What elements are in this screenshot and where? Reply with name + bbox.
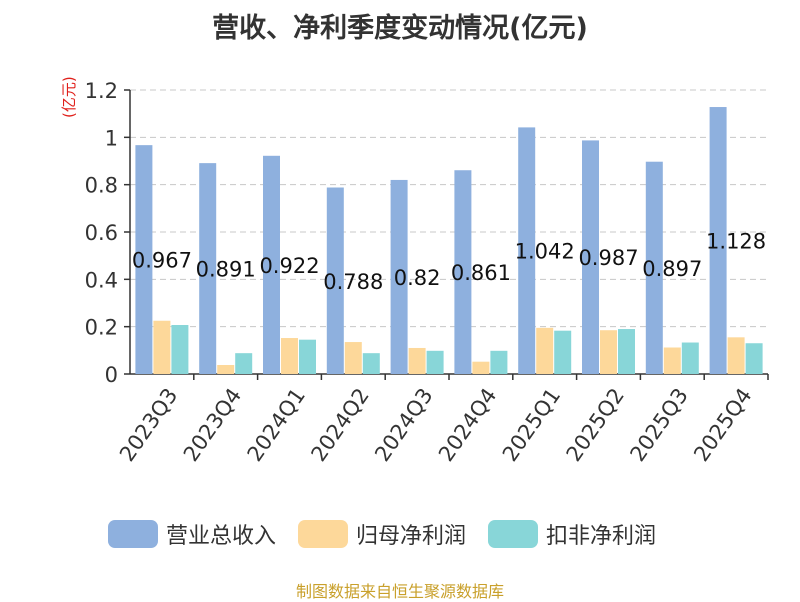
data-label: 0.891 — [196, 258, 256, 282]
bar-net-profit — [600, 330, 617, 374]
bar-revenue — [582, 140, 599, 374]
bar-deducted-profit — [554, 330, 572, 374]
data-label: 0.788 — [323, 270, 383, 294]
data-label: 0.967 — [132, 249, 192, 273]
legend-item-net-profit[interactable]: 归母净利润 — [298, 518, 466, 550]
bar-deducted-profit — [299, 339, 316, 374]
legend-item-deducted-profit[interactable]: 扣非净利润 — [488, 518, 656, 550]
legend-label-deducted-profit: 扣非净利润 — [546, 524, 657, 549]
bar-revenue — [454, 170, 472, 374]
y-tick-label: 0 — [105, 363, 118, 387]
x-tick-label: 2025Q4 — [689, 384, 756, 466]
bar-net-profit — [536, 327, 554, 374]
y-tick-label: 0.8 — [85, 174, 118, 198]
bar-deducted-profit — [235, 353, 253, 374]
x-tick-label: 2025Q1 — [498, 384, 565, 466]
data-label: 0.987 — [578, 246, 638, 270]
legend-swatch-net-profit — [298, 520, 349, 548]
bar-deducted-profit — [681, 342, 699, 374]
bar-net-profit — [344, 342, 362, 374]
bar-deducted-profit — [618, 329, 635, 374]
bar-revenue — [518, 127, 536, 374]
x-tick-label: 2025Q2 — [562, 384, 629, 466]
x-tick-label: 2024Q1 — [243, 384, 310, 466]
y-tick-label: 0.2 — [85, 316, 118, 340]
y-tick-label: 0.6 — [85, 221, 118, 245]
bar-revenue — [390, 179, 408, 374]
bar-revenue — [326, 187, 344, 374]
legend-label-revenue: 营业总收入 — [166, 524, 277, 549]
bar-deducted-profit — [362, 353, 380, 374]
bar-deducted-profit — [490, 350, 508, 374]
legend-swatch-revenue — [108, 520, 158, 548]
bar-revenue — [135, 145, 153, 374]
y-tick-label: 1 — [105, 126, 118, 150]
bar-net-profit — [153, 320, 171, 374]
x-tick-label: 2024Q2 — [306, 384, 373, 466]
bar-net-profit — [472, 361, 490, 374]
data-label: 0.861 — [451, 261, 511, 285]
bar-net-profit — [408, 347, 426, 374]
x-tick-label: 2024Q4 — [434, 384, 501, 466]
chart-title: 营收、净利季度变动情况(亿元) — [212, 13, 588, 44]
legend-label-net-profit: 归母净利润 — [356, 524, 467, 549]
x-tick-label: 2023Q3 — [115, 384, 182, 466]
chart-legend: 营业总收入 归母净利润 扣非净利润 — [108, 518, 678, 550]
bar-deducted-profit — [745, 343, 763, 374]
bar-deducted-profit — [426, 350, 444, 374]
bar-net-profit — [727, 337, 745, 374]
legend-item-revenue[interactable]: 营业总收入 — [108, 518, 276, 550]
x-tick-label: 2024Q3 — [370, 384, 437, 466]
bar-net-profit — [281, 338, 298, 374]
bar-revenue — [645, 161, 663, 374]
x-tick-label: 2023Q4 — [179, 384, 246, 466]
data-label: 1.042 — [515, 240, 575, 264]
data-label: 0.897 — [642, 257, 702, 281]
bar-revenue — [263, 155, 280, 374]
bar-net-profit — [217, 365, 235, 374]
data-label: 0.82 — [394, 266, 441, 290]
x-tick-label: 2025Q3 — [625, 384, 692, 466]
y-tick-label: 1.2 — [85, 79, 118, 103]
data-label: 0.922 — [259, 254, 319, 278]
y-tick-label: 0.4 — [85, 268, 118, 292]
bar-deducted-profit — [171, 325, 189, 374]
legend-swatch-deducted-profit — [488, 520, 539, 548]
bar-net-profit — [663, 347, 681, 374]
data-source-note: 制图数据来自恒生聚源数据库 — [295, 582, 504, 601]
bar-revenue — [709, 107, 727, 374]
data-label: 1.128 — [706, 230, 766, 254]
bar-revenue — [199, 163, 217, 374]
